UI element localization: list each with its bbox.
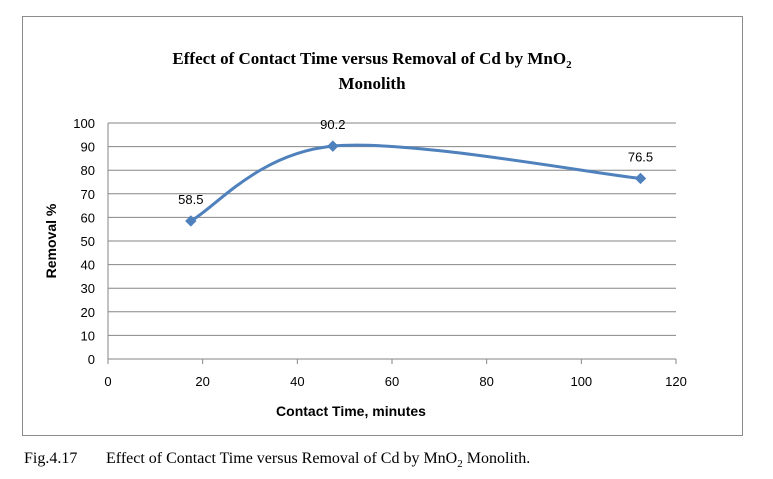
- series-line-0: [189, 143, 642, 223]
- y-tick-label-20: 20: [81, 305, 95, 320]
- caption-text-end: Monolith.: [462, 450, 531, 467]
- x-tick-label-80: 80: [479, 374, 493, 389]
- x-tick-label-60: 60: [385, 374, 399, 389]
- chart-title-line1: Effect of Contact Time versus Removal of…: [172, 49, 572, 71]
- caption-subscript: 2: [457, 458, 463, 471]
- y-tick-label-30: 30: [81, 281, 95, 296]
- figure-caption: Fig.4.17 Effect of Contact Time versus Re…: [24, 450, 530, 470]
- y-tick-label-0: 0: [88, 352, 95, 367]
- chart-frame: Effect of Contact Time versus Removal of…: [22, 16, 743, 436]
- y-axis-title: Removal %: [43, 203, 59, 278]
- data-label-2: 76.5: [628, 149, 653, 164]
- y-tick-label-40: 40: [81, 258, 95, 273]
- y-tick-label-70: 70: [81, 187, 95, 202]
- y-tick-label-90: 90: [81, 140, 95, 155]
- y-tick-label-60: 60: [81, 210, 95, 225]
- data-point-2: [634, 172, 647, 185]
- data-label-0: 58.5: [178, 192, 203, 207]
- caption-text: Effect of Contact Time versus Removal of…: [106, 450, 458, 467]
- y-tick-label-50: 50: [81, 234, 95, 249]
- chart: Effect of Contact Time versus Removal of…: [43, 49, 687, 419]
- data-point-0: [185, 215, 197, 227]
- x-tick-label-120: 120: [665, 374, 687, 389]
- plot-area: 0 10 20 30 40 50 60 70 80 90 100 0 20 40 60 80 100 120 58.…: [73, 116, 687, 389]
- x-tick-label-40: 40: [290, 374, 304, 389]
- x-axis-title: Contact Time, minutes: [276, 403, 426, 419]
- y-tick-label-100: 100: [73, 116, 95, 131]
- figure-number: Fig.4.17: [24, 450, 78, 467]
- data-point-1: [327, 140, 339, 152]
- x-tick-label-100: 100: [570, 374, 592, 389]
- x-tick-label-20: 20: [195, 374, 209, 389]
- x-tick-label-0: 0: [104, 374, 111, 389]
- data-label-1: 90.2: [320, 117, 345, 132]
- chart-title-line2: Monolith: [338, 74, 406, 93]
- y-tick-label-80: 80: [81, 163, 95, 178]
- y-tick-label-10: 10: [81, 328, 95, 343]
